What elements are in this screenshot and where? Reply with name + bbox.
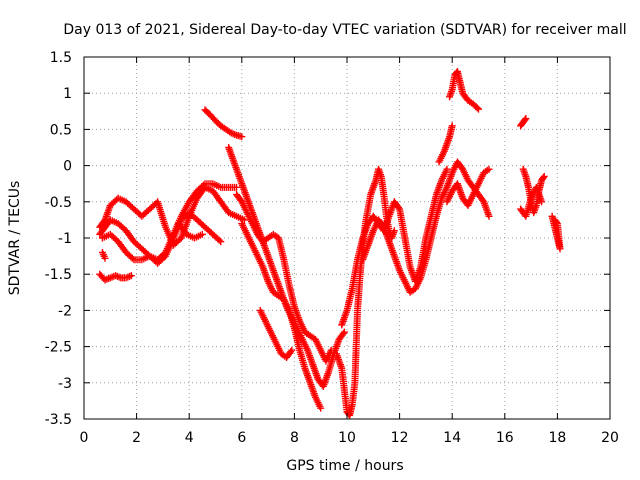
data-point-marker bbox=[485, 165, 493, 173]
data-point-marker bbox=[287, 348, 295, 356]
y-axis-label: SDTVAR / TECUs bbox=[7, 181, 23, 296]
x-tick-label: 14 bbox=[443, 430, 461, 446]
x-tick-label: 4 bbox=[185, 430, 194, 446]
data-point-marker bbox=[473, 104, 481, 112]
x-tick-label: 2 bbox=[132, 430, 141, 446]
y-tick-label: -1.5 bbox=[45, 267, 72, 283]
series-sat-l bbox=[332, 165, 398, 419]
data-point-marker bbox=[198, 230, 206, 238]
data-point-marker bbox=[199, 181, 207, 189]
x-tick-label: 12 bbox=[391, 430, 409, 446]
x-tick-label: 6 bbox=[237, 430, 246, 446]
series-sat-g bbox=[201, 106, 246, 141]
data-point-marker bbox=[443, 165, 451, 173]
data-point-marker bbox=[317, 404, 325, 412]
data-point-marker bbox=[551, 216, 559, 224]
x-tick-label: 20 bbox=[601, 430, 619, 446]
y-tick-label: 0.5 bbox=[50, 122, 72, 138]
series-sat-c bbox=[98, 209, 225, 267]
y-tick-label: -2 bbox=[58, 303, 72, 319]
x-tick-label: 8 bbox=[290, 430, 299, 446]
series-sat-t bbox=[517, 183, 546, 220]
data-point-marker bbox=[127, 272, 135, 280]
data-point-marker bbox=[217, 238, 225, 246]
data-point-marker bbox=[521, 116, 529, 124]
data-point-marker bbox=[288, 346, 296, 354]
x-axis-label: GPS time / hours bbox=[286, 458, 403, 474]
series-sat-f bbox=[175, 220, 206, 242]
series-sat-u bbox=[548, 212, 564, 253]
y-tick-label: -3 bbox=[58, 376, 72, 392]
data-point-marker bbox=[128, 254, 136, 262]
series-sat-q bbox=[446, 67, 482, 113]
chart-title: Day 013 of 2021, Sidereal Day-to-day VTE… bbox=[63, 22, 626, 38]
x-tick-label: 18 bbox=[548, 430, 566, 446]
plot-frame bbox=[83, 56, 611, 420]
x-tick-label: 0 bbox=[80, 430, 89, 446]
y-tick-label: 1 bbox=[63, 86, 72, 102]
series-sat-k bbox=[256, 306, 296, 361]
y-tick-label: -1 bbox=[58, 231, 72, 247]
data-point-marker bbox=[101, 254, 109, 262]
series-sat-o bbox=[435, 122, 456, 166]
tick-labels: 0 2 4 6 8 10 12 14 16 18 20-3.5-3-2.5-2-1.5-1-0.50… bbox=[45, 50, 619, 446]
data-point-marker bbox=[215, 236, 223, 244]
data-point-marker bbox=[448, 122, 456, 130]
data-point-marker bbox=[238, 133, 246, 141]
grid bbox=[84, 57, 610, 419]
series-sat-a bbox=[96, 183, 248, 249]
y-tick-label: 0 bbox=[63, 159, 72, 175]
data-point-marker bbox=[552, 217, 560, 225]
data-points bbox=[96, 67, 564, 419]
data-point-marker bbox=[538, 198, 546, 206]
series-sat-p bbox=[443, 165, 493, 209]
data-point-marker bbox=[522, 115, 530, 123]
data-point-marker bbox=[327, 346, 335, 354]
series-sat-e bbox=[98, 248, 109, 262]
data-point-marker bbox=[240, 216, 248, 224]
data-point-marker bbox=[233, 183, 241, 191]
series-sat-i bbox=[233, 191, 335, 365]
y-tick-label: 1.5 bbox=[50, 50, 72, 66]
data-point-marker bbox=[475, 105, 482, 113]
x-tick-label: 10 bbox=[338, 430, 356, 446]
y-tick-label: -0.5 bbox=[45, 195, 72, 211]
data-point-marker bbox=[485, 212, 493, 220]
series-sat-j bbox=[238, 220, 325, 412]
data-point-marker bbox=[539, 174, 547, 182]
data-point-marker bbox=[339, 330, 347, 338]
x-tick-label: 16 bbox=[496, 430, 514, 446]
data-point-marker bbox=[395, 204, 403, 212]
series-sat-d bbox=[96, 270, 135, 284]
data-point-marker bbox=[540, 172, 548, 180]
series-sat-r bbox=[517, 115, 530, 130]
y-tick-label: -3.5 bbox=[45, 412, 72, 428]
data-point-marker bbox=[390, 227, 398, 235]
y-tick-label: -2.5 bbox=[45, 340, 72, 356]
data-point-marker bbox=[340, 328, 348, 336]
